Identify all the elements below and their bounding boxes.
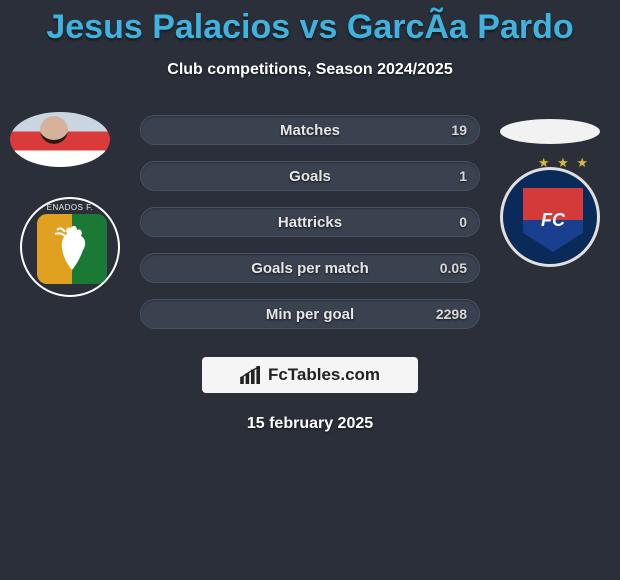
club-logo-right-shield: FC [523,188,583,252]
deer-icon [47,224,97,274]
stat-row-matches: Matches 19 [140,115,480,145]
page-title: Jesus Palacios vs GarcÃ­a Pardo [0,0,620,47]
stat-right: 0.05 [440,260,467,276]
stat-row-gpm: Goals per match 0.05 [140,253,480,283]
comparison-area: ENADOS F. ★ ★ ★ FC Matches 19 Goals 1 Ha… [0,107,620,347]
club-name-left: ENADOS F. [22,203,118,212]
stat-right: 19 [451,122,467,138]
brand-box[interactable]: FcTables.com [202,357,418,393]
stat-label: Goals [289,168,331,185]
club-right-label: FC [541,210,565,231]
subtitle: Club competitions, Season 2024/2025 [0,61,620,79]
player-photo-right [500,119,600,144]
bars-icon [240,366,262,384]
stat-right: 1 [459,168,467,184]
stat-label: Hattricks [278,214,342,231]
stat-row-goals: Goals 1 [140,161,480,191]
stat-row-mpg: Min per goal 2298 [140,299,480,329]
brand-text: FcTables.com [268,365,380,385]
date: 15 february 2025 [0,415,620,433]
player-photo-left [10,112,110,167]
club-logo-right: FC [500,167,600,267]
stat-label: Min per goal [266,306,354,323]
club-logo-left: ENADOS F. [20,197,120,297]
stat-label: Matches [280,122,340,139]
stat-rows: Matches 19 Goals 1 Hattricks 0 Goals per… [140,115,480,345]
stat-right: 2298 [436,306,467,322]
stat-row-hattricks: Hattricks 0 [140,207,480,237]
stat-right: 0 [459,214,467,230]
stat-label: Goals per match [251,260,369,277]
club-logo-left-shield [37,214,107,284]
